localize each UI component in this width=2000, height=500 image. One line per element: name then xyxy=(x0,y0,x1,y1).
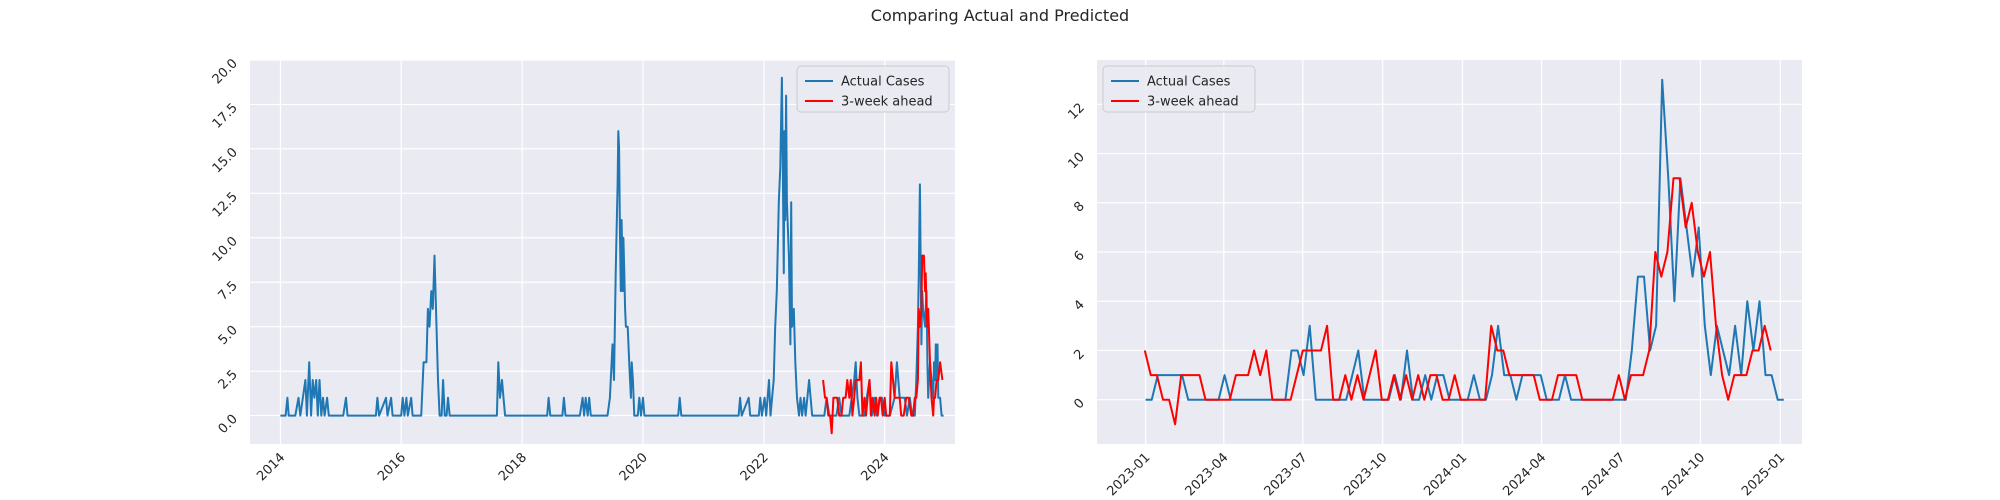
y-tick-label: 2 xyxy=(1071,347,1087,363)
x-tick-label: 2023-01 xyxy=(1104,450,1153,499)
three-week-ahead-line xyxy=(1143,177,1772,426)
y-tick-label: 8 xyxy=(1071,199,1087,215)
legend: Actual Cases 3-week ahead xyxy=(1102,65,1256,113)
x-tick-label: 2025-01 xyxy=(1739,450,1788,499)
legend-box xyxy=(1102,65,1256,113)
legend-label: 3-week ahead xyxy=(1147,95,1239,110)
x-tick-label: 2024-10 xyxy=(1659,450,1708,499)
x-tick-label: 2023-10 xyxy=(1341,450,1390,499)
figure-title: Comparing Actual and Predicted xyxy=(870,6,1130,25)
plot-area xyxy=(250,60,955,444)
legend-box xyxy=(796,65,950,113)
legend-label: Actual Cases xyxy=(1147,75,1231,90)
x-tick-label: 2023-04 xyxy=(1183,450,1232,499)
x-tick-label: 2024-04 xyxy=(1500,450,1549,499)
y-tick-label: 4 xyxy=(1071,297,1087,313)
three-week-ahead-line xyxy=(822,254,944,435)
x-tick-label: 2024-07 xyxy=(1579,450,1628,499)
legend-label: 3-week ahead xyxy=(841,95,933,110)
x-tick-label: 2023-07 xyxy=(1262,450,1311,499)
y-tick-label: 0 xyxy=(1071,396,1087,412)
y-tick-label: 10 xyxy=(1066,150,1088,172)
legend: Actual Cases 3-week ahead xyxy=(796,65,950,113)
legend-label: Actual Cases xyxy=(841,75,925,90)
y-tick-label: 6 xyxy=(1071,248,1087,264)
y-tick-label: 12 xyxy=(1066,101,1088,123)
x-tick-label: 2024-01 xyxy=(1421,450,1470,499)
